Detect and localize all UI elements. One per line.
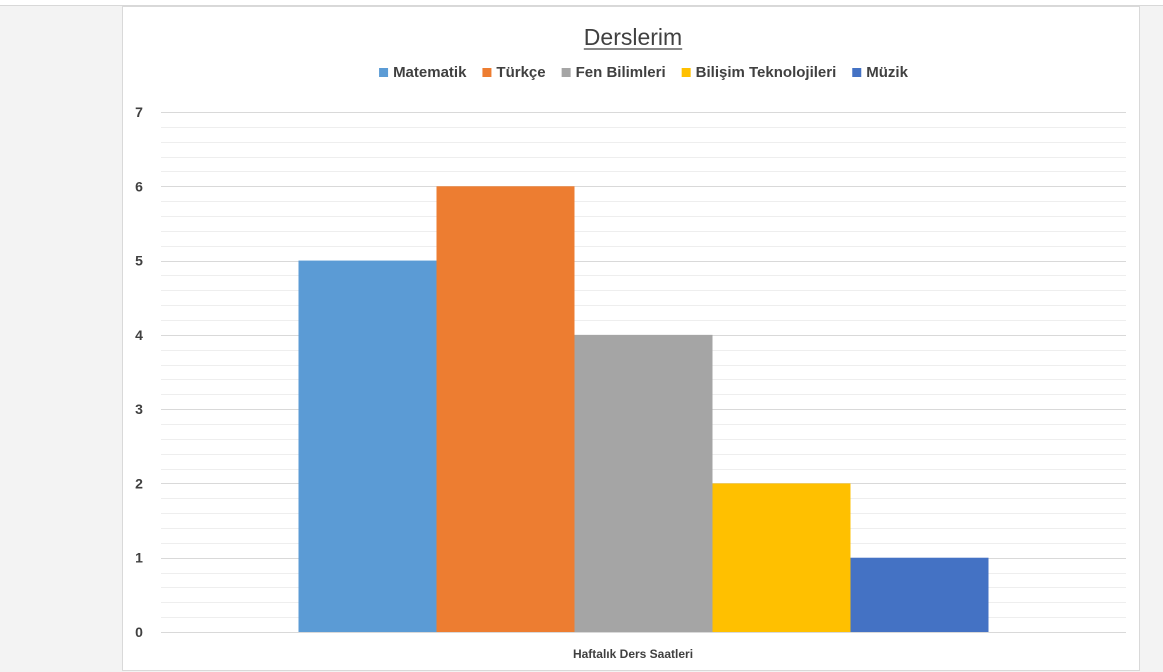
y-tick-label: 2 xyxy=(135,475,143,491)
legend: Matematik Türkçe Fen Bilimleri Bilişim Tekn… xyxy=(379,64,909,81)
legend-label: Matematik xyxy=(393,64,467,81)
bar-bili-im-teknolojileri xyxy=(712,483,851,632)
y-tick-label: 6 xyxy=(135,178,143,194)
legend-label: Bilişim Teknolojileri xyxy=(696,64,837,81)
bar-t-rk-e xyxy=(436,186,575,633)
legend-swatch xyxy=(561,68,571,77)
bar-matematik xyxy=(298,260,437,632)
legend-swatch xyxy=(482,68,492,77)
bar-chart: Derslerim Matematik Türkçe Fen Bilimleri Bi… xyxy=(135,24,1126,661)
y-tick-label: 4 xyxy=(135,327,143,343)
bars xyxy=(298,186,989,633)
legend-label: Müzik xyxy=(866,64,908,81)
bar-fen-bilimleri xyxy=(574,334,713,632)
legend-swatch xyxy=(681,68,691,77)
y-tick-label: 1 xyxy=(135,550,143,566)
chart-area[interactable]: Derslerim Matematik Türkçe Fen Bilimleri Bi… xyxy=(122,6,1140,671)
legend-label: Fen Bilimleri xyxy=(576,64,666,81)
legend-swatch xyxy=(379,68,389,77)
bar-m-zik xyxy=(850,557,989,632)
x-category-label: Haftalık Ders Saatleri xyxy=(573,647,693,661)
y-tick-label: 5 xyxy=(135,253,143,269)
y-axis: 0 1 2 3 4 5 6 7 xyxy=(135,104,143,640)
y-tick-label: 0 xyxy=(135,624,143,640)
y-tick-label: 3 xyxy=(135,401,143,417)
legend-swatch xyxy=(852,68,862,77)
y-tick-label: 7 xyxy=(135,104,143,120)
legend-label: Türkçe xyxy=(496,64,545,81)
window-top-edge xyxy=(0,0,1163,6)
chart-title: Derslerim xyxy=(584,24,682,50)
